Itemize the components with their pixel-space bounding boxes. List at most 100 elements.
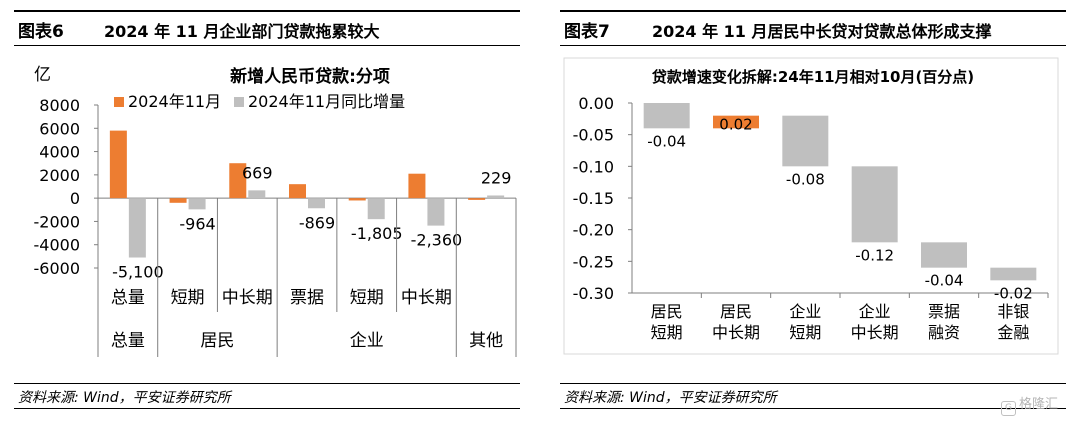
legend: 2024年11月 2024年11月同比增量 — [114, 92, 405, 111]
x-tick-label: 票据 — [928, 302, 960, 321]
source-note: 资料来源: Wind，平安证券研究所 — [18, 390, 231, 406]
bar — [248, 190, 266, 199]
loan-growth-waterfall-chart: 贷款增速变化拆解:24年11月相对10月(百分点) 0.00 -0.05 -0.10… — [563, 57, 1059, 355]
x-tick-label: 短期 — [171, 288, 205, 308]
x-tick-label: 金融 — [997, 323, 1029, 342]
y-tick-label: 4000 — [39, 143, 80, 162]
x-tick-label: 短期 — [789, 323, 821, 342]
header-rule-top — [560, 10, 1066, 12]
y-tick-label: -4000 — [34, 236, 81, 255]
chart-title: 新增人民币贷款:分项 — [230, 66, 390, 87]
group-label: 居民 — [200, 331, 234, 351]
x-tick-label: 短期 — [651, 323, 683, 342]
header-rule-bottom — [14, 45, 520, 46]
bar — [308, 198, 325, 209]
group-label: 其他 — [469, 331, 503, 351]
figure-7-panel: 图表7 2024 年 11 月居民中长贷对贷款总体形成支撑 贷款增速变化拆解:2… — [560, 0, 1066, 423]
bar — [921, 242, 967, 268]
bar — [713, 115, 759, 129]
x-tick-label: 总量 — [111, 288, 145, 308]
bar — [289, 184, 306, 199]
bar — [782, 115, 829, 167]
legend-label: 2024年11月同比增量 — [248, 92, 405, 111]
y-tick-label: -2000 — [34, 212, 81, 231]
header-rule-bottom — [560, 45, 1066, 46]
x-tick-label: 中长期 — [222, 288, 273, 308]
y-tick-label: -0.20 — [573, 221, 614, 240]
y-tick-label: 6000 — [39, 119, 80, 138]
x-tick-label: 票据 — [290, 288, 324, 308]
bar — [990, 267, 1037, 281]
y-unit-label: 亿 — [34, 65, 51, 85]
y-tick-label: 0.00 — [578, 94, 614, 113]
y-tick-label: -0.10 — [573, 157, 614, 176]
watermark-logo-icon: G — [1000, 401, 1016, 416]
bar — [487, 195, 505, 199]
footer-rule-top — [560, 383, 1066, 384]
bar — [643, 103, 690, 129]
x-tick-label: 非银 — [997, 302, 1029, 321]
bars: -5,100 -964 669 -869 -1,805 -2,360 229 — [109, 130, 512, 282]
y-axis: 0.00 -0.05 -0.10 -0.15 -0.20 -0.25 -0.30 — [573, 94, 1048, 303]
data-label: -0.04 — [647, 132, 686, 150]
figure-number: 图表7 — [564, 22, 610, 42]
legend-swatch — [114, 97, 124, 107]
data-label: -2,360 — [411, 231, 463, 250]
watermark: G 格隆汇 — [1000, 393, 1058, 416]
x-tick-label: 中长期 — [851, 323, 899, 342]
chart-frame — [563, 57, 1059, 355]
x-tick-label: 中长期 — [712, 323, 760, 342]
bar — [169, 198, 187, 203]
bar — [188, 198, 206, 210]
source-note: 资料来源: Wind，平安证券研究所 — [564, 390, 777, 406]
y-tick-label: -0.05 — [573, 126, 614, 145]
data-label: -964 — [179, 214, 215, 233]
loan-breakdown-chart: 新增人民币贷款:分项 亿 2024年11月 2024年11月同比增量 8000 60… — [34, 65, 517, 357]
figure-title: 2024 年 11 月企业部门贷款拖累较大 — [104, 22, 380, 41]
y-tick-label: -0.15 — [573, 189, 614, 208]
bar — [229, 163, 247, 199]
x-tick-label: 短期 — [350, 288, 384, 308]
bar — [109, 130, 127, 199]
data-label: -0.04 — [925, 272, 964, 290]
data-label: 229 — [481, 168, 512, 187]
legend-label: 2024年11月 — [128, 92, 221, 111]
group-label: 总量 — [111, 331, 145, 351]
data-label: 0.02 — [719, 116, 752, 134]
bar — [408, 173, 426, 199]
x-tick-label: 企业 — [789, 302, 821, 321]
y-tick-label: -0.30 — [573, 284, 614, 303]
y-tick-label: -6000 — [34, 259, 81, 278]
data-label: -0.08 — [786, 170, 825, 188]
y-tick-label: 0 — [70, 189, 80, 208]
bar — [367, 198, 385, 220]
data-label: -869 — [299, 213, 335, 232]
bar — [851, 166, 898, 243]
bars: -0.04 0.02 -0.08 -0.12 -0.04 -0.02 — [643, 103, 1037, 302]
footer-rule-bottom — [14, 408, 520, 409]
figure-title: 2024 年 11 月居民中长贷对贷款总体形成支撑 — [652, 22, 992, 41]
x-tick-label: 融资 — [928, 323, 960, 342]
x-tick-label: 居民 — [651, 302, 683, 321]
header-rule-top — [14, 10, 520, 12]
bar — [427, 198, 445, 226]
data-label: -1,805 — [351, 224, 403, 243]
legend-swatch — [234, 97, 244, 107]
x-tick-label: 居民 — [720, 302, 752, 321]
y-axis: 8000 6000 4000 2000 0 -2000 -4000 -6000 — [34, 96, 516, 278]
bar — [468, 198, 486, 200]
bar — [348, 198, 366, 201]
figure-6-panel: 图表6 2024 年 11 月企业部门贷款拖累较大 新增人民币贷款:分项 亿 2… — [14, 0, 520, 423]
footer-rule-bottom — [560, 408, 1066, 409]
x-tick-label: 企业 — [859, 302, 891, 321]
figure-number: 图表6 — [18, 22, 64, 42]
data-label: -0.02 — [994, 284, 1033, 302]
data-label: 669 — [242, 163, 273, 182]
chart-title: 贷款增速变化拆解:24年11月相对10月(百分点) — [652, 68, 974, 86]
data-label: -5,100 — [112, 263, 164, 282]
footer-rule-top — [14, 383, 520, 384]
group-label: 企业 — [350, 331, 384, 351]
y-tick-label: -0.25 — [573, 252, 614, 271]
